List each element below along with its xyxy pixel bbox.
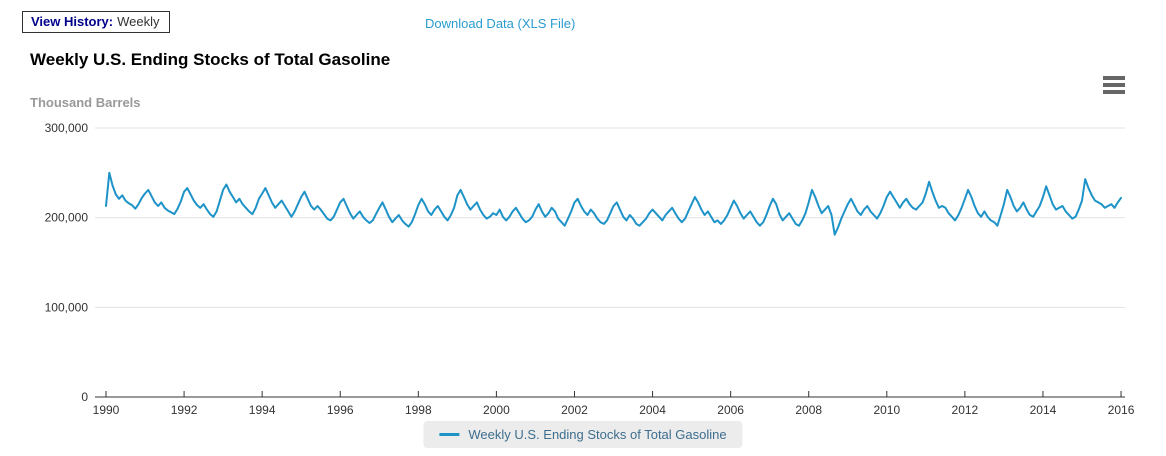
y-axis-tick-label: 300,000 — [45, 121, 89, 135]
gasoline-stocks-line-series[interactable] — [105, 171, 1122, 236]
y-axis-tick-label: 100,000 — [45, 300, 89, 314]
x-axis-tick-label: 2014 — [1030, 403, 1057, 417]
x-axis-tick-label: 2010 — [873, 403, 900, 417]
hamburger-menu-icon[interactable] — [1103, 76, 1125, 94]
x-axis-tick-label: 2004 — [639, 403, 666, 417]
x-axis-tick-label: 1990 — [93, 403, 120, 417]
download-data-link[interactable]: Download Data (XLS File) — [425, 16, 576, 31]
x-axis-tick-label: 2016 — [1108, 403, 1135, 417]
x-axis-tick-label: 1996 — [327, 403, 354, 417]
legend-item-gasoline-series[interactable]: Weekly U.S. Ending Stocks of Total Gasol… — [423, 421, 743, 448]
legend-line-swatch — [439, 433, 460, 436]
chart-plot-area[interactable]: 0 100,000 200,000 300,000 1990 1992 1994 1996 19… — [0, 120, 1166, 420]
view-history-value: Weekly — [117, 14, 160, 29]
x-axis-tick-label: 2002 — [561, 403, 588, 417]
view-history-label: View History: — [31, 14, 114, 29]
y-axis-tick-label: 200,000 — [45, 211, 89, 225]
x-axis-tick-label: 1998 — [405, 403, 432, 417]
x-axis-tick-label: 2012 — [952, 403, 979, 417]
x-axis-tick-label: 2008 — [795, 403, 822, 417]
x-axis-tick-label: 2006 — [717, 403, 744, 417]
x-axis-tick-label: 2000 — [483, 403, 510, 417]
x-axis-tick-label: 1992 — [171, 403, 198, 417]
view-history-selector[interactable]: View History: Weekly — [22, 11, 170, 33]
y-axis-tick-label: 0 — [81, 390, 88, 404]
chart-title: Weekly U.S. Ending Stocks of Total Gasol… — [30, 50, 391, 69]
legend-label: Weekly U.S. Ending Stocks of Total Gasol… — [468, 427, 727, 442]
y-axis-unit-label: Thousand Barrels — [30, 95, 141, 110]
x-axis-tick-label: 1994 — [249, 403, 276, 417]
